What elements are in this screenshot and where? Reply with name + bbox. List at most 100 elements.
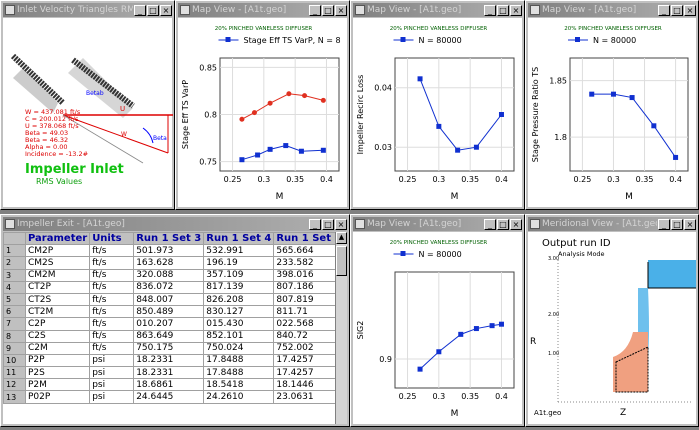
title-bar[interactable]: Inlet Velocity Triangles RM _ □ ×: [3, 3, 172, 17]
value-cell[interactable]: 022.568: [273, 317, 345, 331]
value-cell[interactable]: 807.186: [273, 280, 345, 294]
parameter-cell[interactable]: CM2M: [24, 268, 91, 282]
meridional-view-window[interactable]: Meridional View - [A1t.geo] _ □ × Output…: [525, 214, 699, 427]
units-cell[interactable]: psi: [89, 366, 135, 380]
maximize-button[interactable]: □: [322, 4, 334, 16]
table-row[interactable]: 11 P2S psi 18.2331 17.8488 17.4257: [3, 366, 345, 380]
value-cell[interactable]: 752.002: [273, 341, 345, 355]
table-row[interactable]: 13 P02P psi 24.6445 24.2610 23.0631: [3, 390, 345, 404]
maximize-button[interactable]: □: [497, 218, 509, 230]
close-button[interactable]: ×: [510, 4, 522, 16]
title-bar[interactable]: Map View - [A1t.geo] _ □ ×: [178, 3, 347, 17]
value-cell[interactable]: 863.649: [133, 329, 205, 343]
col-header[interactable]: Run 1 Set 3: [133, 232, 205, 246]
units-cell[interactable]: ft/s: [89, 317, 135, 331]
value-cell[interactable]: 24.6445: [133, 390, 205, 404]
units-cell[interactable]: psi: [89, 378, 135, 392]
units-cell[interactable]: psi: [89, 353, 135, 368]
row-number[interactable]: 5: [3, 292, 26, 307]
minimize-button[interactable]: _: [658, 218, 670, 230]
value-cell[interactable]: 830.127: [203, 305, 275, 319]
value-cell[interactable]: 18.6861: [133, 378, 205, 392]
parameter-cell[interactable]: C2P: [24, 317, 91, 331]
minimize-button[interactable]: _: [309, 218, 321, 230]
row-number[interactable]: 10: [3, 353, 26, 368]
scroll-thumb[interactable]: [336, 246, 347, 276]
parameter-cell[interactable]: C2M: [24, 341, 91, 355]
close-button[interactable]: ×: [335, 218, 347, 230]
table-row[interactable]: 3 CM2M ft/s 320.088 357.109 398.016: [3, 268, 345, 282]
value-cell[interactable]: 750.175: [133, 341, 205, 355]
maximize-button[interactable]: □: [147, 4, 159, 16]
parameter-cell[interactable]: P02P: [24, 390, 91, 404]
table-row[interactable]: 10 P2P psi 18.2331 17.8488 17.4257: [3, 353, 345, 368]
minimize-button[interactable]: _: [309, 4, 321, 16]
table-row[interactable]: 7 C2P ft/s 010.207 015.430 022.568: [3, 317, 345, 331]
close-button[interactable]: ×: [684, 4, 696, 16]
table-row[interactable]: 6 CT2M ft/s 850.489 830.127 811.71: [3, 305, 345, 319]
col-header[interactable]: Units: [89, 232, 135, 246]
row-number[interactable]: 2: [3, 256, 26, 270]
value-cell[interactable]: 17.4257: [273, 353, 345, 368]
units-cell[interactable]: ft/s: [89, 280, 135, 294]
maximize-button[interactable]: □: [671, 218, 683, 230]
value-cell[interactable]: 23.0631: [273, 390, 345, 404]
table-row[interactable]: 1 CM2P ft/s 501.973 532.991 565.664: [3, 244, 345, 258]
row-number[interactable]: 8: [3, 329, 26, 343]
units-cell[interactable]: ft/s: [89, 341, 135, 355]
minimize-button[interactable]: _: [484, 4, 496, 16]
value-cell[interactable]: 163.628: [133, 256, 205, 270]
value-cell[interactable]: 015.430: [203, 317, 275, 331]
col-header[interactable]: Run 1 Set 4: [203, 232, 275, 246]
value-cell[interactable]: 17.8488: [203, 353, 275, 368]
value-cell[interactable]: 501.973: [133, 244, 205, 258]
title-bar[interactable]: Impeller Exit - [A1t.geo] _ □ ×: [3, 217, 347, 231]
table-row[interactable]: 12 P2M psi 18.6861 18.5418 18.1446: [3, 378, 345, 392]
impeller-exit-table[interactable]: Parameter Units Run 1 Set 3 Run 1 Set 4 …: [3, 232, 345, 404]
close-button[interactable]: ×: [510, 218, 522, 230]
col-header[interactable]: Parameter: [24, 232, 91, 246]
minimize-button[interactable]: _: [134, 4, 146, 16]
row-number[interactable]: 13: [3, 390, 26, 404]
value-cell[interactable]: 010.207: [133, 317, 205, 331]
row-number[interactable]: 3: [3, 268, 26, 282]
value-cell[interactable]: 836.072: [133, 280, 205, 294]
parameter-cell[interactable]: P2P: [24, 353, 91, 368]
map-view-window-4[interactable]: Map View - [A1t.geo] _ □ × 20% PINCHED V…: [350, 214, 525, 427]
value-cell[interactable]: 18.2331: [133, 366, 205, 380]
value-cell[interactable]: 848.007: [133, 292, 205, 307]
units-cell[interactable]: ft/s: [89, 268, 135, 282]
inlet-velocity-window[interactable]: Inlet Velocity Triangles RM _ □ × Betab …: [0, 0, 175, 210]
parameter-cell[interactable]: C2S: [24, 329, 91, 343]
parameter-cell[interactable]: P2M: [24, 378, 91, 392]
title-bar[interactable]: Meridional View - [A1t.geo] _ □ ×: [528, 217, 696, 231]
table-row[interactable]: 2 CM2S ft/s 163.628 196.19 233.582: [3, 256, 345, 270]
value-cell[interactable]: 811.71: [273, 305, 345, 319]
value-cell[interactable]: 826.208: [203, 292, 275, 307]
title-bar[interactable]: Map View - [A1t.geo] _ □ ×: [353, 3, 522, 17]
maximize-button[interactable]: □: [497, 4, 509, 16]
scroll-up-button[interactable]: ▲: [336, 232, 347, 244]
units-cell[interactable]: ft/s: [89, 305, 135, 319]
units-cell[interactable]: psi: [89, 390, 135, 404]
row-number[interactable]: 1: [3, 244, 26, 258]
table-row[interactable]: 8 C2S ft/s 863.649 852.101 840.72: [3, 329, 345, 343]
units-cell[interactable]: ft/s: [89, 256, 135, 270]
units-cell[interactable]: ft/s: [89, 244, 135, 258]
close-button[interactable]: ×: [160, 4, 172, 16]
parameter-cell[interactable]: P2S: [24, 366, 91, 380]
value-cell[interactable]: 357.109: [203, 268, 275, 282]
row-number[interactable]: 6: [3, 305, 26, 319]
maximize-button[interactable]: □: [671, 4, 683, 16]
map-view-window-3[interactable]: Map View - [A1t.geo] _ □ × 20% PINCHED V…: [525, 0, 699, 210]
row-number[interactable]: 9: [3, 341, 26, 355]
title-bar[interactable]: Map View - [A1t.geo] _ □ ×: [528, 3, 696, 17]
close-button[interactable]: ×: [684, 218, 696, 230]
value-cell[interactable]: 840.72: [273, 329, 345, 343]
value-cell[interactable]: 850.489: [133, 305, 205, 319]
value-cell[interactable]: 532.991: [203, 244, 275, 258]
impeller-exit-window[interactable]: Impeller Exit - [A1t.geo] _ □ × Paramete…: [0, 214, 350, 427]
title-bar[interactable]: Map View - [A1t.geo] _ □ ×: [353, 217, 522, 231]
value-cell[interactable]: 196.19: [203, 256, 275, 270]
value-cell[interactable]: 565.664: [273, 244, 345, 258]
